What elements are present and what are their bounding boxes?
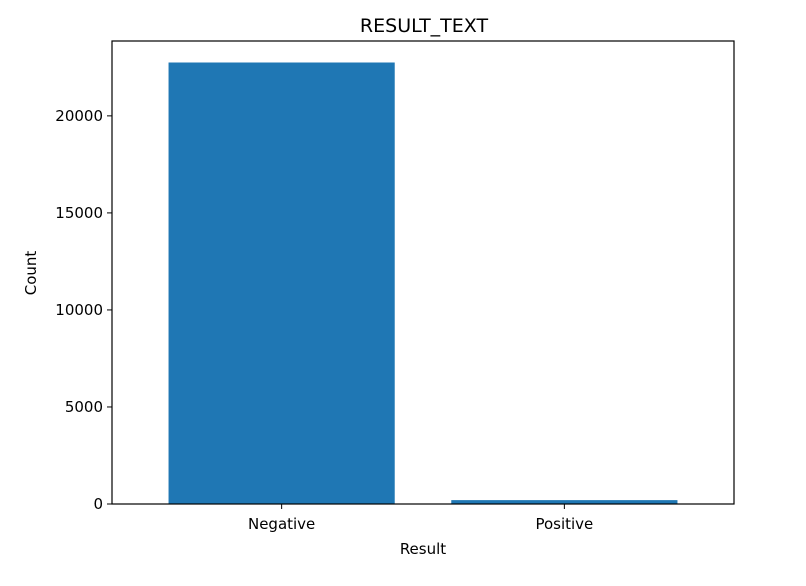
y-axis-label: Count: [22, 251, 40, 296]
x-tick-label: Positive: [535, 515, 593, 533]
bars-group: [168, 62, 678, 505]
x-axis-ticks: Negative Positive: [248, 504, 593, 533]
bar-negative: [168, 62, 395, 505]
x-tick-label: Negative: [248, 515, 315, 533]
y-tick-label: 10000: [55, 301, 103, 319]
plot-frame: [111, 40, 735, 505]
y-tick-label: 0: [93, 495, 103, 513]
y-tick-label: 5000: [65, 398, 103, 416]
y-tick-label: 15000: [55, 204, 103, 222]
chart-title: RESULT_TEXT: [360, 15, 489, 37]
y-tick-label: 20000: [55, 107, 103, 125]
y-axis-ticks: 0 5000 10000 15000 20000: [55, 107, 112, 513]
bar-positive: [451, 500, 678, 504]
x-axis-label: Result: [400, 540, 446, 558]
